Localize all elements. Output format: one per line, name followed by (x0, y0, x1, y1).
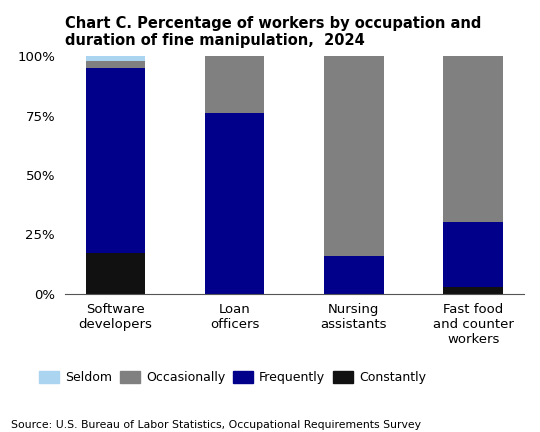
Bar (205, 113, 265, 294)
Bar (86, 253, 145, 294)
Bar (86, 56, 145, 61)
Bar (86, 61, 145, 68)
Legend: Seldom, Occasionally, Frequently, Constantly: Seldom, Occasionally, Frequently, Consta… (39, 371, 426, 384)
Bar (86, 68, 145, 253)
Bar (443, 56, 503, 222)
Bar (205, 56, 265, 113)
Bar (324, 256, 384, 294)
Bar (443, 222, 503, 287)
Bar (324, 56, 384, 256)
Bar (443, 287, 503, 294)
Text: Chart C. Percentage of workers by occupation and
duration of fine manipulation, : Chart C. Percentage of workers by occupa… (65, 16, 481, 48)
Text: Source: U.S. Bureau of Labor Statistics, Occupational Requirements Survey: Source: U.S. Bureau of Labor Statistics,… (11, 419, 421, 430)
